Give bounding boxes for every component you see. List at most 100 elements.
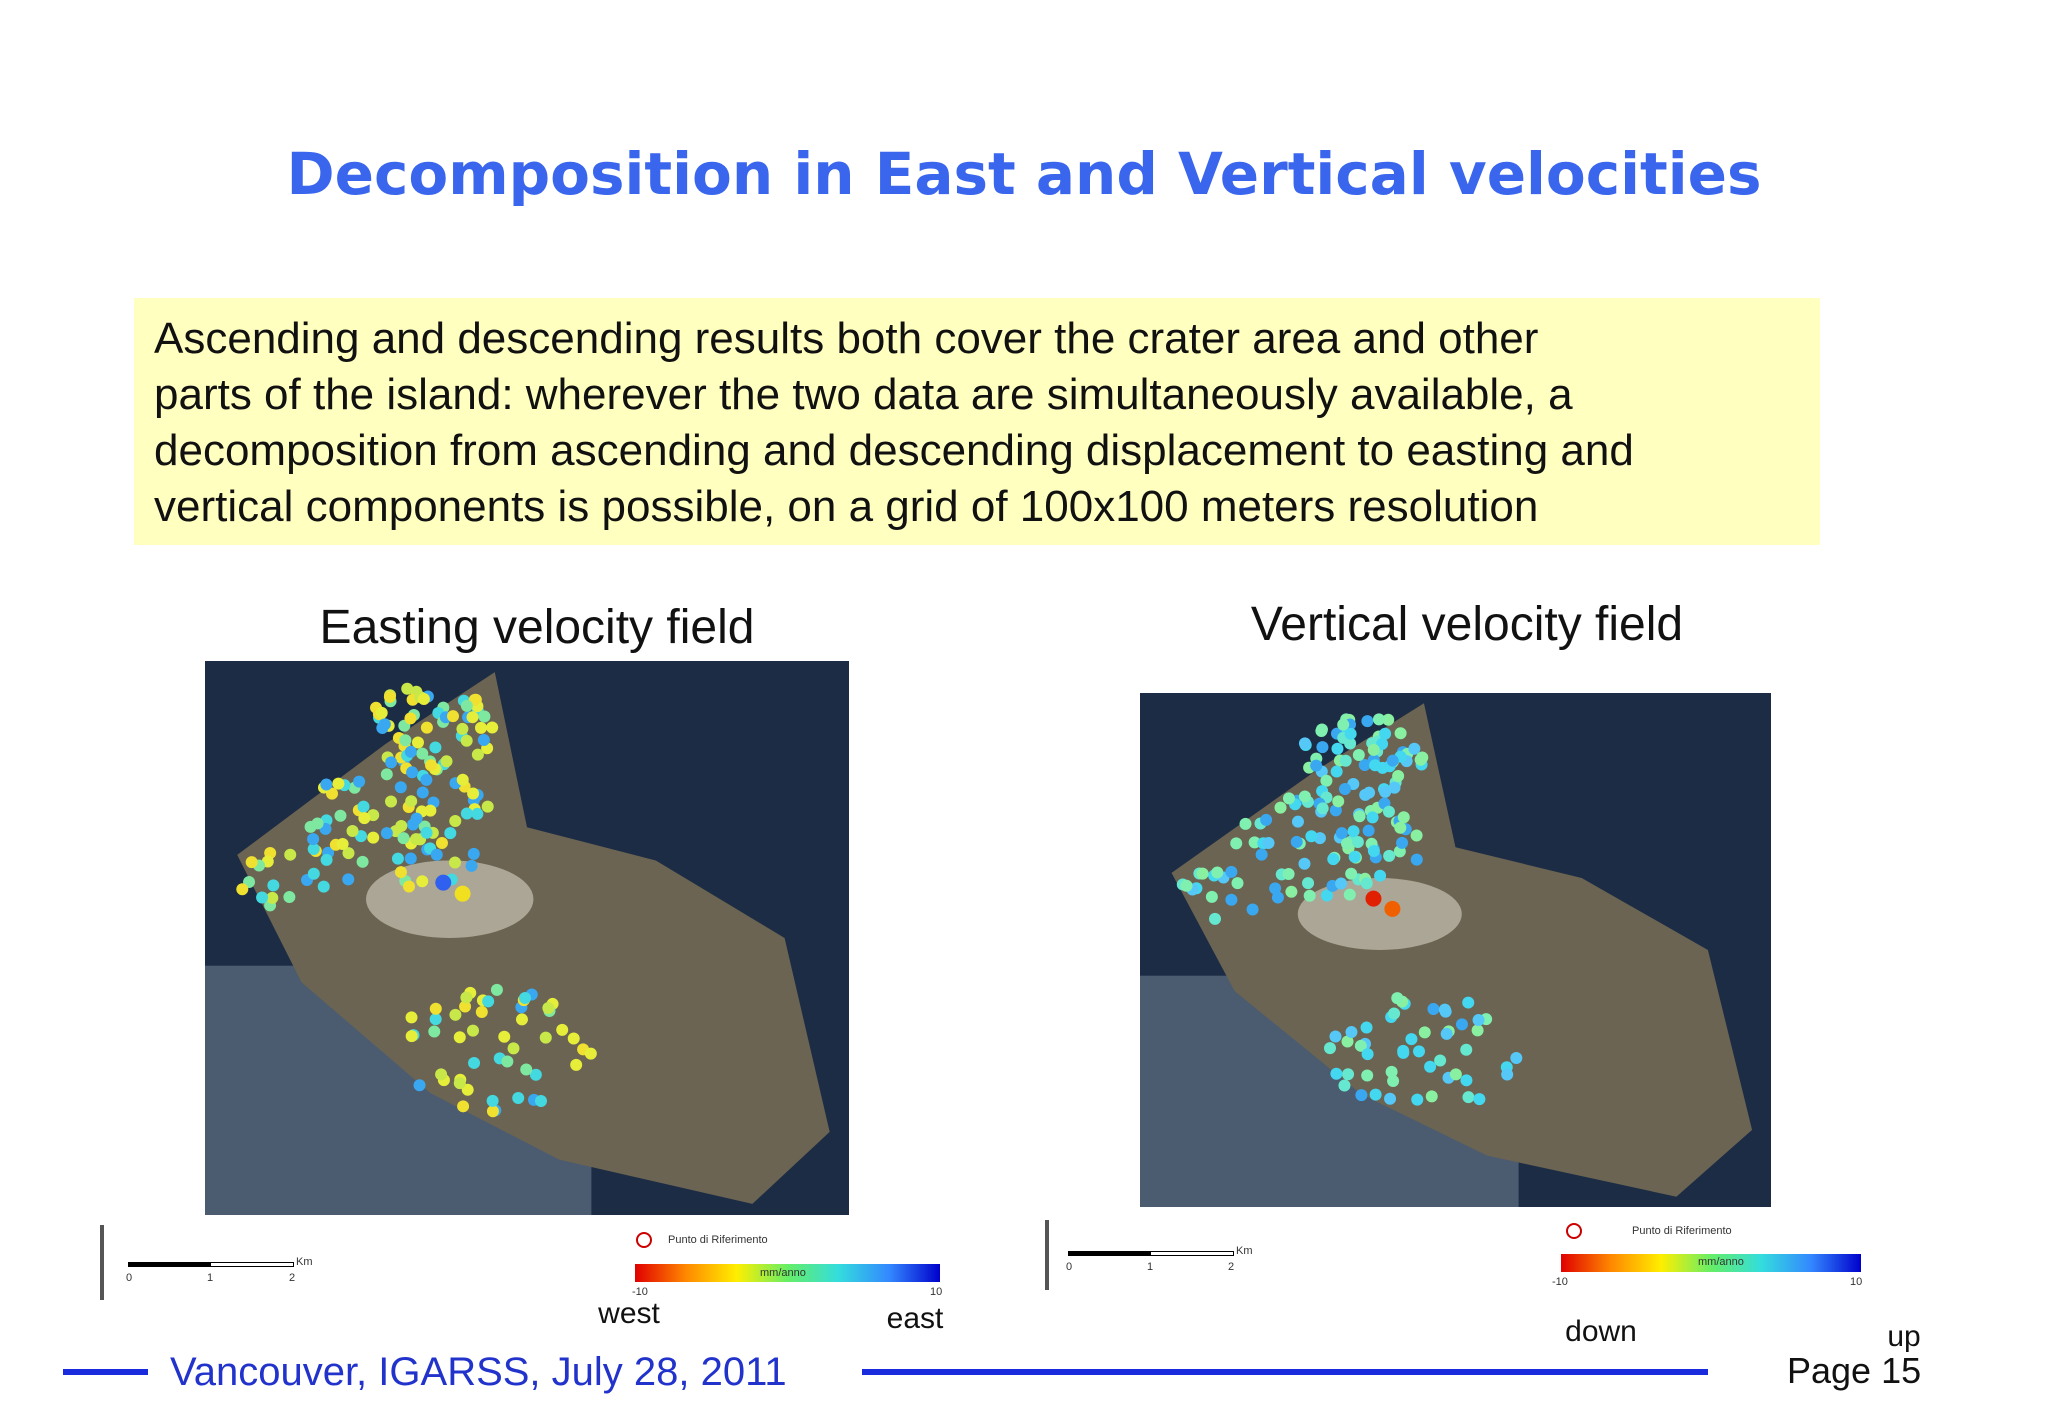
- scale-label: 1: [207, 1272, 214, 1284]
- data-dot: [367, 831, 380, 844]
- data-dot: [1394, 727, 1407, 740]
- data-dot: [429, 741, 442, 754]
- data-dot: [420, 773, 433, 786]
- footer-text: Vancouver, IGARSS, July 28, 2011: [170, 1350, 787, 1394]
- data-dot: [1361, 1069, 1374, 1082]
- data-dot: [1416, 751, 1429, 764]
- data-dot: [1271, 891, 1284, 904]
- data-dot: [399, 734, 412, 747]
- data-dot: [385, 795, 398, 808]
- data-dot: [1302, 877, 1315, 890]
- data-dot: [1438, 1003, 1451, 1016]
- text-box: Ascending and descending results both co…: [134, 298, 1820, 545]
- data-dot: [1384, 1092, 1397, 1105]
- data-dot: [1391, 992, 1404, 1005]
- data-dot: [539, 1031, 552, 1044]
- data-dot: [1230, 837, 1243, 850]
- data-dot: [356, 855, 369, 868]
- data-dot: [311, 817, 324, 830]
- data-dot: [385, 756, 398, 769]
- data-dot: [1424, 1060, 1437, 1073]
- data-dot: [428, 1025, 441, 1038]
- data-dot: [406, 766, 419, 779]
- data-dot: [342, 847, 355, 860]
- data-dot: [1360, 877, 1373, 890]
- data-dot: [486, 1094, 499, 1107]
- data-dot: [1315, 725, 1328, 738]
- data-dot: [1260, 813, 1273, 826]
- data-dot: [332, 777, 345, 790]
- data-dot: [471, 748, 484, 761]
- data-dot: [353, 775, 366, 788]
- color-bar: [1561, 1254, 1861, 1272]
- data-dot: [570, 1058, 583, 1071]
- data-dot: [475, 1006, 488, 1019]
- data-dot: [391, 852, 404, 865]
- data-dot: [1354, 1039, 1367, 1052]
- data-dot: [435, 837, 448, 850]
- data-dot: [1196, 867, 1209, 880]
- data-dot: [429, 1013, 442, 1026]
- text-line: decomposition from ascending and descend…: [154, 426, 1634, 475]
- data-dot: [1305, 830, 1318, 843]
- map-image: [1140, 693, 1771, 1207]
- data-dot: [1211, 866, 1224, 879]
- data-dot: [1382, 713, 1395, 726]
- data-dot: [567, 1032, 580, 1045]
- data-dot: [380, 827, 393, 840]
- data-dot: [1332, 795, 1345, 808]
- data-dot: [1262, 836, 1275, 849]
- data-dot: [1471, 1024, 1484, 1037]
- data-dot: [1405, 1033, 1418, 1046]
- data-dot: [1434, 1054, 1447, 1067]
- data-dot: [1386, 754, 1399, 767]
- text-line: parts of the island: wherever the two da…: [154, 370, 1573, 419]
- data-dot: [1363, 786, 1376, 799]
- data-dot: [1269, 882, 1282, 895]
- data-dot: [320, 853, 333, 866]
- scale-label: 2: [1228, 1261, 1235, 1273]
- data-dot: [468, 1056, 481, 1069]
- data-dot: [346, 824, 359, 837]
- data-dot: [1329, 804, 1342, 817]
- data-dot: [1427, 1003, 1440, 1016]
- data-dot: [1388, 781, 1401, 794]
- data-dot: [410, 833, 423, 846]
- data-dot: [429, 1002, 442, 1015]
- scale-label: 2: [289, 1272, 296, 1284]
- data-dot: [425, 759, 438, 772]
- reference-label: Punto di Riferimento: [1632, 1225, 1732, 1237]
- data-dot: [410, 812, 423, 825]
- data-dot: [534, 1095, 547, 1108]
- data-dot: [403, 880, 416, 893]
- data-dot: [1290, 835, 1303, 848]
- data-dot: [1282, 792, 1295, 805]
- data-dot: [236, 883, 249, 896]
- data-dot: [1285, 885, 1298, 898]
- map-drawing: [1140, 703, 1753, 1207]
- data-dot: [1360, 1021, 1373, 1034]
- data-dot: [1303, 889, 1316, 902]
- data-dot: [1460, 1043, 1473, 1056]
- color-max: 10: [1850, 1276, 1863, 1288]
- data-dot: [1205, 890, 1218, 903]
- data-dot: [411, 736, 424, 749]
- data-dot: [1282, 868, 1295, 881]
- data-dot: [256, 891, 269, 904]
- island: [1171, 703, 1753, 1197]
- data-dot: [490, 983, 503, 996]
- map-image: [205, 661, 849, 1215]
- data-dot: [1329, 1030, 1342, 1043]
- data-dot: [1343, 888, 1356, 901]
- data-dot: [424, 804, 437, 817]
- data-dot: [1337, 718, 1350, 731]
- data-dot: [460, 991, 473, 1004]
- data-dot: [1347, 825, 1360, 838]
- data-dot: [1310, 759, 1323, 772]
- data-dot: [1379, 785, 1392, 798]
- color-bar: [635, 1264, 940, 1282]
- hot-dot: [1365, 890, 1382, 907]
- reference-label: Punto di Riferimento: [668, 1234, 768, 1246]
- data-dot: [444, 827, 457, 840]
- data-dot: [556, 1023, 569, 1036]
